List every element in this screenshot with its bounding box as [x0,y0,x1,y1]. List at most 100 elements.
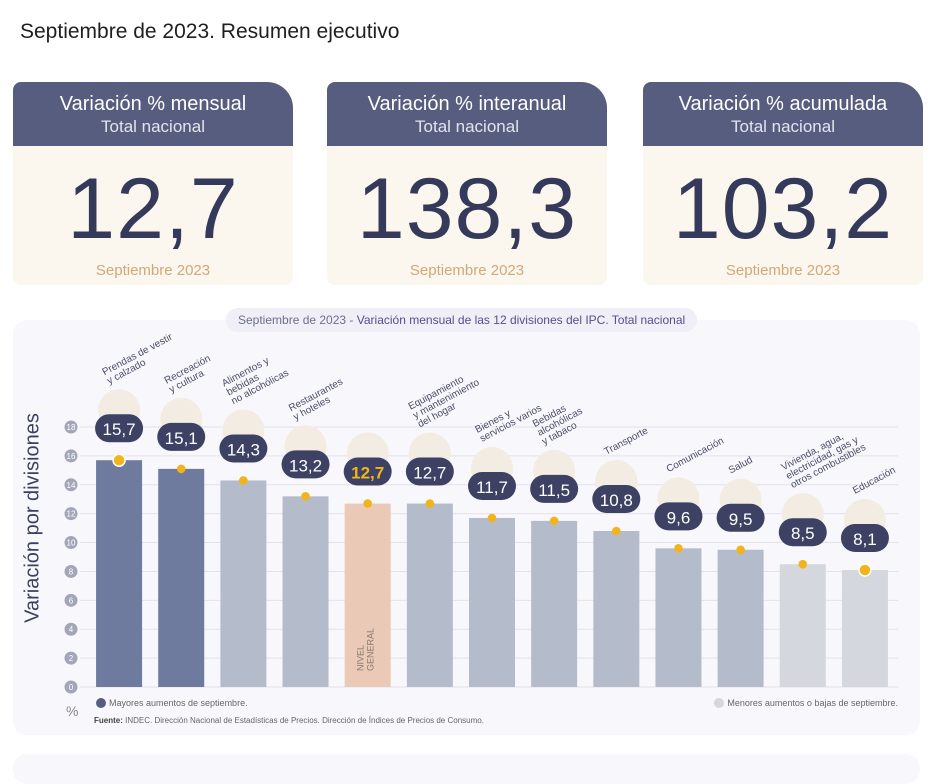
kpi-value: 138,3 [356,161,578,257]
kpi-body: 138,3 Septiembre 2023 [327,146,607,285]
kpi-title: Variación % interanual [367,93,567,115]
y-tick-badge [64,593,78,607]
y-tick-badge [64,564,78,578]
legend-high: Mayores aumentos de septiembre. [96,698,248,708]
category-label: Transporte [603,425,651,457]
value-label: 12,7 [413,464,446,483]
kpi-body: 103,2 Septiembre 2023 [643,146,923,285]
bar [220,480,267,687]
value-marker [798,559,808,569]
bar [841,570,888,687]
y-tick-label: 10 [67,539,76,548]
y-tick-label: 14 [67,481,76,490]
value-marker [612,526,621,536]
kpi-subtitle: Total nacional [415,117,519,136]
source-text: INDEC. Dirección Nacional de Estadística… [122,716,484,725]
y-tick-label: 6 [69,596,74,605]
bar [282,496,329,687]
kpi-card-accumulated: Variación % acumulada Total nacional 103… [643,82,923,285]
y-tick-badge [64,622,78,636]
bar [779,564,826,687]
value-label: 10,8 [600,491,633,510]
source-note: Fuente: INDEC. Dirección Nacional de Est… [94,716,484,725]
y-tick-label: 16 [67,452,76,461]
legend-high-dot [96,698,106,708]
bar [406,503,453,687]
value-label: 14,3 [227,440,260,459]
kpi-title: Variación % acumulada [678,93,888,115]
value-label: 11,5 [538,481,570,500]
value-badge [281,450,330,479]
y-tick-badge [64,536,78,550]
category-label: Comunicación [665,436,726,475]
category-label: Recreacióny cultura [163,353,218,395]
kpi-subtitle: Total nacional [731,117,835,136]
value-marker [549,516,559,526]
value-label: 8,1 [853,530,877,549]
legend-low: Menores aumentos o bajas de septiembre. [714,698,898,708]
category-label: Restaurantesy hoteles [287,377,349,423]
value-badge [530,474,579,503]
source-label: Fuente: [94,716,123,725]
value-marker [363,499,372,508]
kpi-title: Variación % mensual [59,93,247,115]
value-label: 15,7 [103,420,136,439]
kpi-subtitle: Total nacional [101,117,205,136]
y-tick-label: 0 [69,683,74,692]
y-tick-label: 2 [69,654,74,663]
kpi-value: 103,2 [672,161,894,257]
category-label: Educación [851,465,897,497]
value-label: 9,5 [729,510,753,529]
y-tick-badge [64,420,78,434]
category-label: Bebidasalcohólicasy tabaco [531,397,589,448]
kpi-header: Variación % acumulada Total nacional [643,82,923,146]
value-badge [95,414,144,443]
value-label: 9,6 [667,508,691,527]
y-tick-badge [64,507,78,521]
bar [593,531,640,687]
category-label: Alimentos ybebidasno alcohólicas [220,350,291,407]
bar [158,468,205,687]
kpi-value: 12,7 [67,161,239,257]
value-badge [157,422,206,451]
value-label: 12,7 [351,464,384,483]
value-badge [654,502,703,531]
value-badge [405,457,454,486]
kpi-period: Septiembre 2023 [725,262,841,279]
value-label: 13,2 [289,456,322,475]
value-marker [112,453,126,467]
bar [717,549,764,687]
value-marker [425,499,435,508]
category-label: NIVELGENERAL [356,628,376,671]
kpi-period: Septiembre 2023 [409,262,525,279]
value-badge [219,434,268,463]
kpi-body: 12,7 Septiembre 2023 [13,146,293,285]
value-badge [716,503,765,532]
bar [655,548,702,687]
kpi-header: Variación % interanual Total nacional [327,82,607,146]
y-tick-badge [64,449,78,463]
legend-low-dot [714,698,725,708]
value-marker [176,464,186,474]
kpi-card-monthly: Variación % mensual Total nacional 12,7 … [13,82,293,285]
value-badge [468,472,516,500]
chart-title: Septiembre de 2023 - Variación mensual d… [226,308,698,332]
value-marker [239,476,248,485]
value-label: 11,7 [476,478,508,497]
bar [469,518,515,687]
value-label: 8,5 [791,524,815,543]
category-label: Equipamientoy mantenimientodel hogar [407,368,487,430]
legend-low-label: Menores aumentos o bajas de septiembre. [727,698,898,708]
value-marker [674,544,683,553]
y-tick-label: 4 [69,625,74,634]
y-tick-label: 18 [67,423,76,432]
y-tick-label: 8 [69,567,74,576]
value-badge [592,485,641,513]
unit-label: % [66,703,79,719]
kpi-period: Septiembre 2023 [95,262,211,279]
y-tick-badge [64,680,78,694]
value-badge [840,524,889,552]
page-title: Septiembre de 2023. Resumen ejecutivo [20,20,400,43]
y-tick-badge [64,478,78,492]
